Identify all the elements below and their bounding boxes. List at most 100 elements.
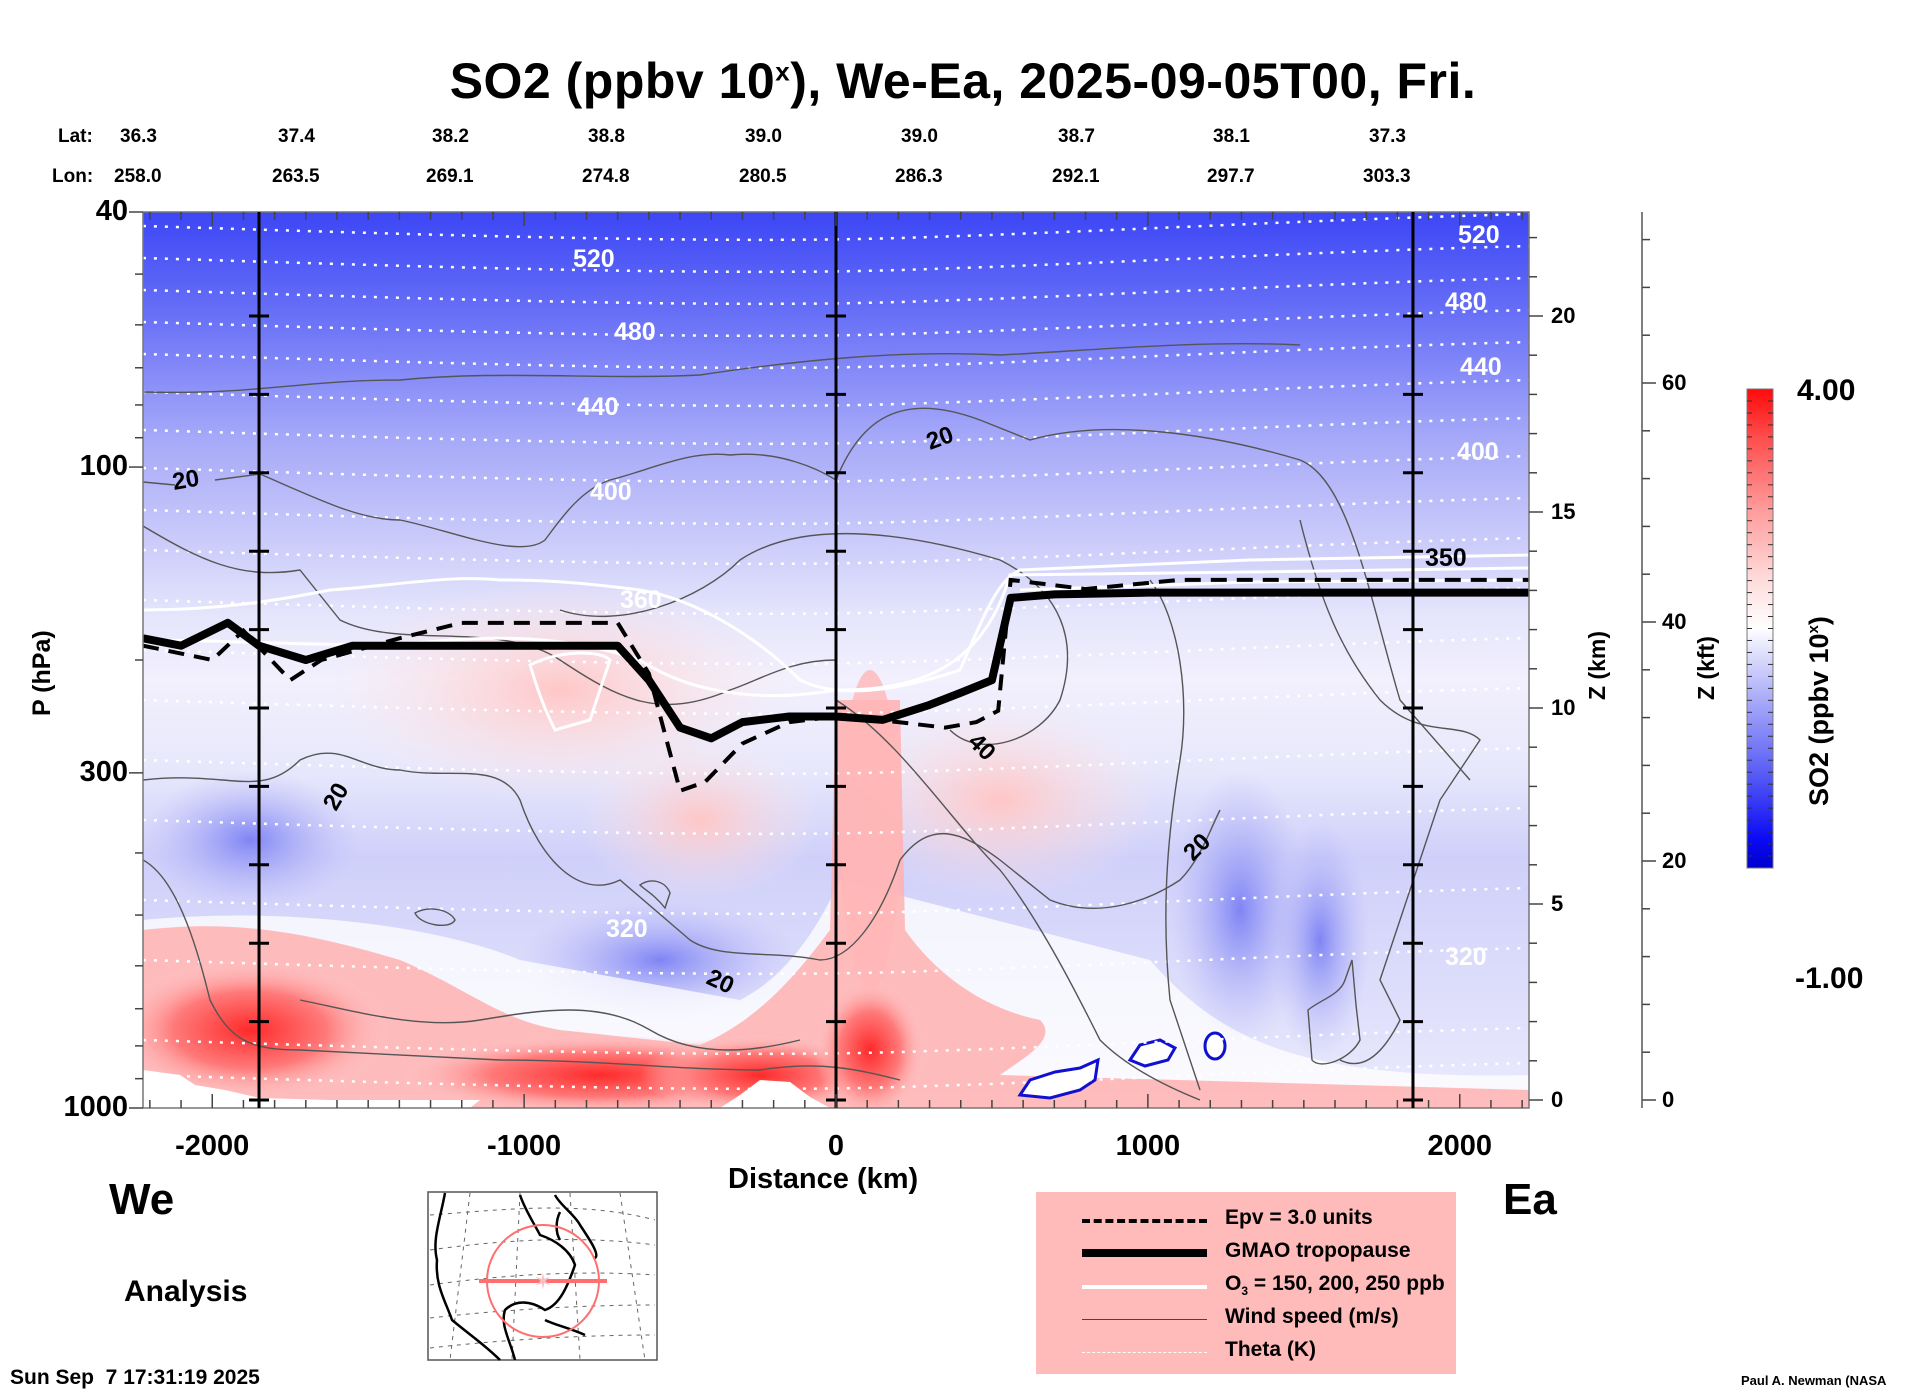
legend-label: O3 = 150, 200, 250 ppb [1225, 1272, 1445, 1298]
legend-heavy-line-icon [1082, 1249, 1207, 1257]
y-tick-label: 40 [95, 195, 128, 227]
so2-pink-region [840, 700, 1160, 900]
so2-minimum-pocket [1127, 1038, 1178, 1068]
title-suffix: ), We-Ea, 2025-09-05T00, Fri. [790, 53, 1477, 109]
east-label: Ea [1503, 1175, 1557, 1224]
legend-item-ozone: O3 = 150, 200, 250 ppb [1036, 1270, 1456, 1302]
theta-contour-label: 520 [1458, 221, 1500, 249]
theta-contour-label: 350 [1425, 544, 1467, 572]
colorbar-min-label: -1.00 [1795, 962, 1864, 995]
map-center-star-icon: ✶ [534, 1269, 552, 1294]
theta-contour-label: 480 [1445, 288, 1487, 316]
lon-value: 274.8 [582, 166, 630, 187]
theta-contour [143, 946, 1529, 976]
x-tick-label: 0 [827, 1130, 845, 1162]
theta-contour-label: 320 [606, 915, 648, 943]
y-axis-label: P (hPa) [28, 630, 56, 716]
theta-contour-label: 400 [590, 478, 632, 506]
zkft-tick-label: 0 [1662, 1087, 1675, 1112]
so2-minimum-pocket [1017, 1057, 1100, 1100]
chart-title: SO2 (ppbv 10x), We-Ea, 2025-09-05T00, Fr… [0, 52, 1926, 110]
legend-label: Epv = 3.0 units [1225, 1206, 1373, 1229]
y2-axis-label: Z (km) [1584, 631, 1610, 700]
zkft-tick-label: 60 [1662, 370, 1687, 395]
ozone-contour [143, 553, 1529, 693]
theta-contour [143, 378, 1529, 408]
wind-contour [143, 859, 901, 1081]
below-ground-mask [143, 1070, 480, 1108]
zkft-tick-label: 20 [1662, 848, 1687, 873]
lon-value: 286.3 [895, 166, 943, 187]
zkm-tick-label: 15 [1551, 499, 1576, 524]
theta-contour [143, 686, 1529, 716]
reference-lines [249, 212, 1423, 1108]
so2-pink-region [580, 740, 820, 900]
lon-value: 292.1 [1052, 166, 1100, 187]
zkft-tick-label: 40 [1662, 609, 1687, 634]
colorbar-ticks [1747, 400, 1773, 857]
x-tick-label: 1000 [1115, 1130, 1181, 1162]
legend-item-epv: Epv = 3.0 units [1036, 1204, 1456, 1236]
x-tick-label: 2000 [1427, 1130, 1492, 1162]
theta-contour [143, 212, 1529, 242]
lat-value: 38.7 [1058, 126, 1095, 147]
legend-item-theta: Theta (K) [1036, 1336, 1456, 1368]
theta-contour-label: 320 [1445, 943, 1487, 971]
west-label: We [109, 1175, 175, 1224]
zkm-tick-label: 5 [1551, 891, 1564, 916]
lat-row-label: Lat: [58, 126, 93, 147]
lat-value: 39.0 [745, 126, 782, 147]
axis-ticks [129, 211, 1656, 1109]
epv-3pvu-line [143, 577, 1529, 794]
zkm-tick-label: 0 [1551, 1087, 1564, 1112]
lat-value: 38.2 [432, 126, 469, 147]
theta-contour [143, 276, 1529, 306]
lon-value: 263.5 [272, 166, 320, 187]
zkm-tick-label: 10 [1551, 695, 1576, 720]
ozone-contour [143, 566, 1529, 698]
theta-contour-label: 440 [1460, 353, 1502, 381]
theta-contour-label: 440 [577, 393, 619, 421]
wind-contour [143, 407, 1471, 781]
lon-value: 303.3 [1363, 166, 1411, 187]
lon-row-label: Lon: [52, 166, 94, 187]
so2-red-column [840, 670, 900, 990]
legend-dotted-line-icon [1082, 1352, 1207, 1353]
so2-blue-region [143, 770, 360, 910]
legend-item-wind: Wind speed (m/s) [1036, 1303, 1456, 1335]
y-tick-label: 1000 [63, 1091, 128, 1123]
wind-contour [835, 699, 1201, 1101]
y3-axis-label: Z (kft) [1693, 636, 1719, 700]
x-tick-label: -1000 [487, 1130, 562, 1162]
y-tick-label: 100 [79, 450, 128, 483]
tropopause-line [143, 588, 1529, 743]
colorbar-max-label: 4.00 [1797, 374, 1856, 407]
below-ground-mask [720, 1080, 830, 1108]
theta-contour-label: 480 [614, 318, 656, 346]
theta-contour [143, 1026, 1529, 1056]
legend-label-o: O [1225, 1272, 1242, 1295]
x-tick-label: -2000 [175, 1130, 250, 1162]
legend-label: Theta (K) [1225, 1338, 1316, 1361]
wind-contour [1149, 579, 1201, 1091]
wind-contour [1307, 959, 1361, 1065]
colorbar-title-sup: x [1805, 625, 1822, 634]
theta-contour-label: 520 [573, 245, 615, 273]
lon-value: 280.5 [739, 166, 787, 187]
legend-label: GMAO tropopause [1225, 1239, 1411, 1262]
so2-minimum-pocket [1203, 1031, 1227, 1061]
theta-contour [143, 886, 1529, 916]
lat-value: 37.3 [1369, 126, 1406, 147]
analysis-label: Analysis [124, 1275, 248, 1308]
theta-contour [143, 1061, 1529, 1091]
legend-label-sub: 3 [1241, 1284, 1249, 1299]
ozone-contour [528, 651, 612, 732]
author-credit: Paul A. Newman (NASA [1741, 1373, 1887, 1388]
so2-blue-region [1270, 820, 1370, 1060]
lat-value: 39.0 [901, 126, 938, 147]
zkm-tick-label: 20 [1551, 303, 1576, 328]
legend-item-tropopause: GMAO tropopause [1036, 1237, 1456, 1269]
theta-contour [143, 416, 1529, 446]
so2-red-max [143, 960, 390, 1100]
